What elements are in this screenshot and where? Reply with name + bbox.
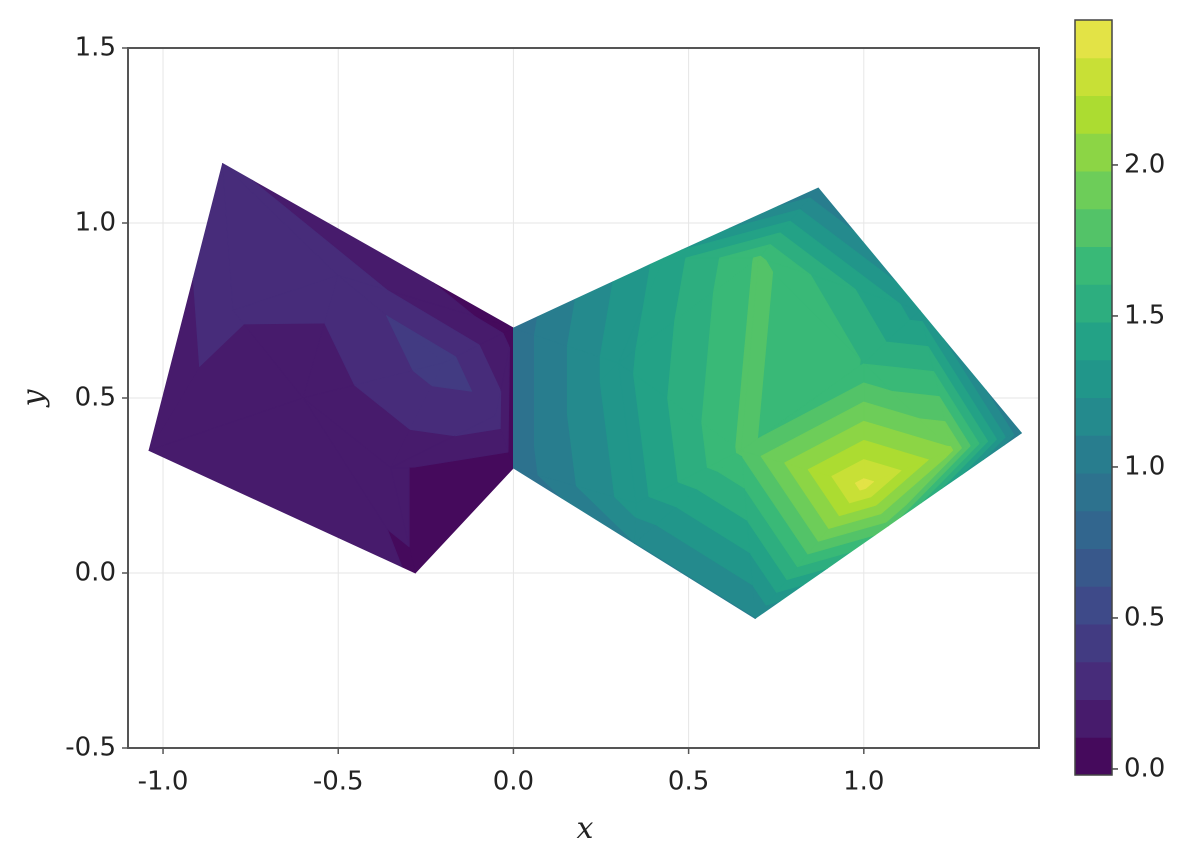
colorbar-band <box>1075 57 1112 96</box>
y-tick-label: 1.0 <box>75 208 116 238</box>
colorbar-band <box>1075 435 1112 474</box>
colorbar-band <box>1075 473 1112 512</box>
colorbar-band <box>1075 133 1112 172</box>
y-tick-label: 0.0 <box>75 558 116 588</box>
contour-band <box>442 356 473 392</box>
colorbar-band <box>1075 95 1112 134</box>
contour-band <box>454 415 501 437</box>
colorbar-frame <box>1074 19 1113 776</box>
x-tick-label: -1.0 <box>138 767 189 797</box>
x-tick-label: 1.0 <box>843 767 884 797</box>
colorbar-tick-label: 2.0 <box>1124 149 1165 179</box>
colorbar-band <box>1075 737 1112 776</box>
contour-band <box>408 467 514 574</box>
y-tick-label: 1.5 <box>75 33 116 63</box>
contour-band <box>740 382 865 457</box>
colorbar-band <box>1075 397 1112 436</box>
colorbar-band <box>1075 699 1112 738</box>
x-tick-label: -0.5 <box>313 767 364 797</box>
colorbar-tick-label: 1.5 <box>1124 300 1165 330</box>
x-tick-label: 0.0 <box>493 767 534 797</box>
x-axis-label: x <box>577 811 594 846</box>
plot-area <box>148 163 1022 619</box>
colorbar-tick-label: 1.0 <box>1124 451 1165 481</box>
colorbar-tick-label: 0.5 <box>1124 602 1165 632</box>
y-tick-label: -0.5 <box>65 733 116 763</box>
colorbar-band <box>1075 20 1112 59</box>
colorbar: 0.0 0.5 1.0 1.5 2.0 <box>1074 19 1165 783</box>
colorbar-band <box>1075 624 1112 663</box>
x-tick-label: 0.5 <box>668 767 709 797</box>
contour-band <box>854 478 865 486</box>
colorbar-band <box>1075 359 1112 398</box>
colorbar-band <box>1075 586 1112 625</box>
colorbar-band <box>1075 322 1112 361</box>
contour-band <box>148 397 403 568</box>
contour-band <box>513 327 535 469</box>
colorbar-band <box>1075 661 1112 700</box>
colorbar-band <box>1075 510 1112 549</box>
y-axis-label: y <box>16 388 51 408</box>
colorbar-band <box>1075 246 1112 285</box>
colorbar-band <box>1075 548 1112 587</box>
colorbar-band <box>1075 171 1112 210</box>
colorbar-band <box>1075 284 1112 323</box>
colorbar-tick-label: 0.0 <box>1124 753 1165 783</box>
y-tick-label: 0.5 <box>75 383 116 413</box>
colorbar-band <box>1075 208 1112 247</box>
